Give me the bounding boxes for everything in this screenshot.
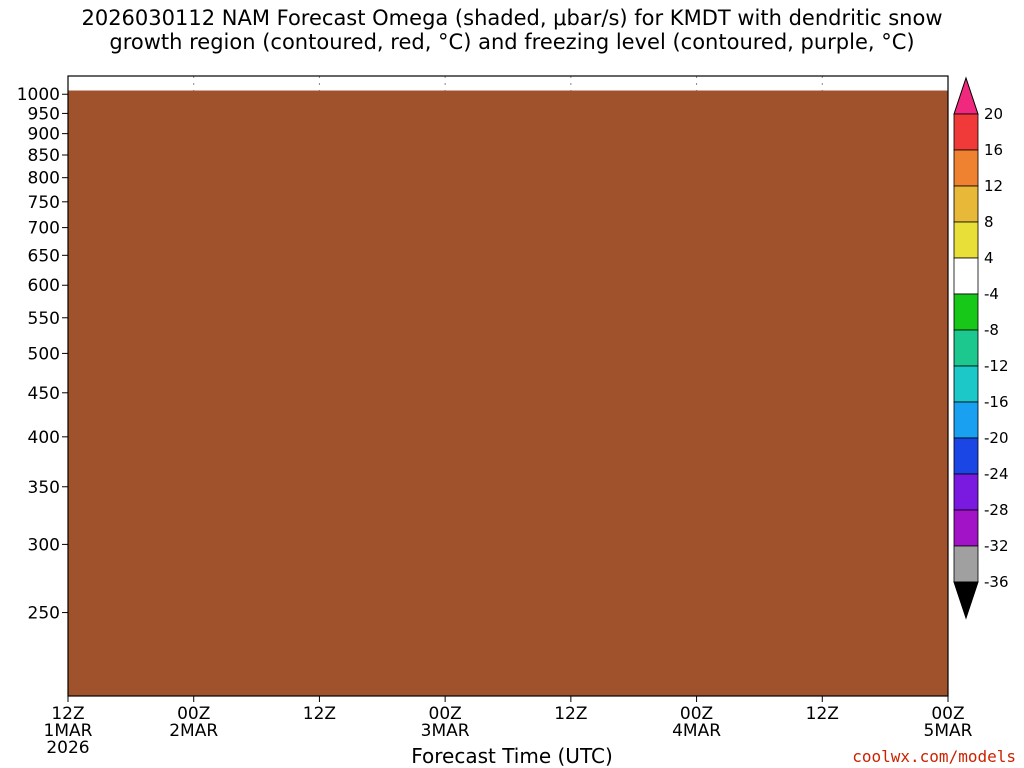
colorbar-segment-8 (953, 365, 979, 403)
x-tick-label-36-1: 3MAR (421, 721, 470, 741)
colorbar-label-13: -36 (984, 573, 1009, 591)
colorbar-segment-10 (953, 437, 979, 475)
y-tick-label-1000: 1000 (17, 85, 60, 105)
x-tick-label-84-0: 00Z (931, 704, 964, 724)
colorbar-segment-12 (953, 509, 979, 547)
y-tick-label-850: 850 (28, 146, 60, 166)
colorbar-label-0: 20 (984, 105, 1003, 123)
colorbar-label-3: 8 (984, 213, 994, 231)
y-tick-label-400: 400 (28, 428, 60, 448)
colorbar-segment-4 (953, 221, 979, 259)
colorbar-label-11: -28 (984, 501, 1009, 519)
colorbar-label-9: -20 (984, 429, 1009, 447)
colorbar-segment-3 (953, 185, 979, 223)
colorbar-label-6: -8 (984, 321, 999, 339)
y-tick-label-750: 750 (28, 193, 60, 213)
y-tick-label-600: 600 (28, 276, 60, 296)
y-tick-label-700: 700 (28, 219, 60, 239)
colorbar-label-2: 12 (984, 177, 1003, 195)
y-tick-label-300: 300 (28, 535, 60, 555)
colorbar-bottom-arrow (953, 581, 979, 620)
colorbar-segment-9 (953, 401, 979, 439)
title-line-1: 2026030112 NAM Forecast Omega (shaded, μ… (81, 6, 943, 30)
colorbar-segment-5 (953, 257, 979, 295)
x-tick-label-48-0: 12Z (554, 704, 587, 724)
ground-surface (68, 90, 948, 696)
colorbar-label-1: 16 (984, 141, 1003, 159)
colorbar-label-12: -32 (984, 537, 1009, 555)
x-tick-label-0-1: 1MAR (44, 721, 93, 741)
x-tick-label-72-0: 12Z (806, 704, 839, 724)
x-axis-title: Forecast Time (UTC) (411, 744, 613, 768)
y-tick-label-800: 800 (28, 169, 60, 189)
x-tick-label-60-1: 4MAR (672, 721, 721, 741)
colorbar-segment-6 (953, 293, 979, 331)
colorbar-segment-13 (953, 545, 979, 583)
y-tick-label-550: 550 (28, 309, 60, 329)
colorbar-segment-11 (953, 473, 979, 511)
x-tick-label-0-0: 12Z (51, 704, 84, 724)
y-tick-label-500: 500 (28, 344, 60, 364)
title-line-2: growth region (contoured, red, °C) and f… (109, 30, 915, 54)
y-tick-label-250: 250 (28, 604, 60, 624)
x-tick-label-84-1: 5MAR (924, 721, 973, 741)
colorbar-label-4: 4 (984, 249, 994, 267)
colorbar-segment-2 (953, 149, 979, 187)
x-tick-label-24-0: 12Z (303, 704, 336, 724)
y-tick-label-650: 650 (28, 246, 60, 266)
y-tick-label-900: 900 (28, 125, 60, 145)
plot-frame (67, 75, 949, 697)
y-tick-label-450: 450 (28, 384, 60, 404)
colorbar-label-10: -24 (984, 465, 1009, 483)
chart-title: 2026030112 NAM Forecast Omega (shaded, μ… (0, 6, 1024, 54)
y-axis-pressure: 2503003504004505005506006507007508008509… (17, 85, 68, 624)
colorbar-label-7: -12 (984, 357, 1009, 375)
colorbar-segment-7 (953, 329, 979, 367)
colorbar-top-arrow (953, 76, 979, 115)
colorbar-legend: 20 16 12 8 4 -4 -8 -12 -16 -20 -24 -28 -32 -36 (953, 76, 1009, 620)
y-tick-label-350: 350 (28, 478, 60, 498)
x-tick-label-60-0: 00Z (680, 704, 713, 724)
colorbar-label-8: -16 (984, 393, 1009, 411)
colorbar-label-5: -4 (984, 285, 999, 303)
x-tick-label-12-1: 2MAR (169, 721, 218, 741)
x-tick-label-12-0: 00Z (177, 704, 210, 724)
colorbar-segment-1 (953, 113, 979, 151)
y-tick-label-950: 950 (28, 104, 60, 124)
x-tick-label-36-0: 00Z (429, 704, 462, 724)
credit-text: coolwx.com/models (852, 747, 1016, 766)
x-tick-label-0-2: 2026 (46, 738, 89, 758)
